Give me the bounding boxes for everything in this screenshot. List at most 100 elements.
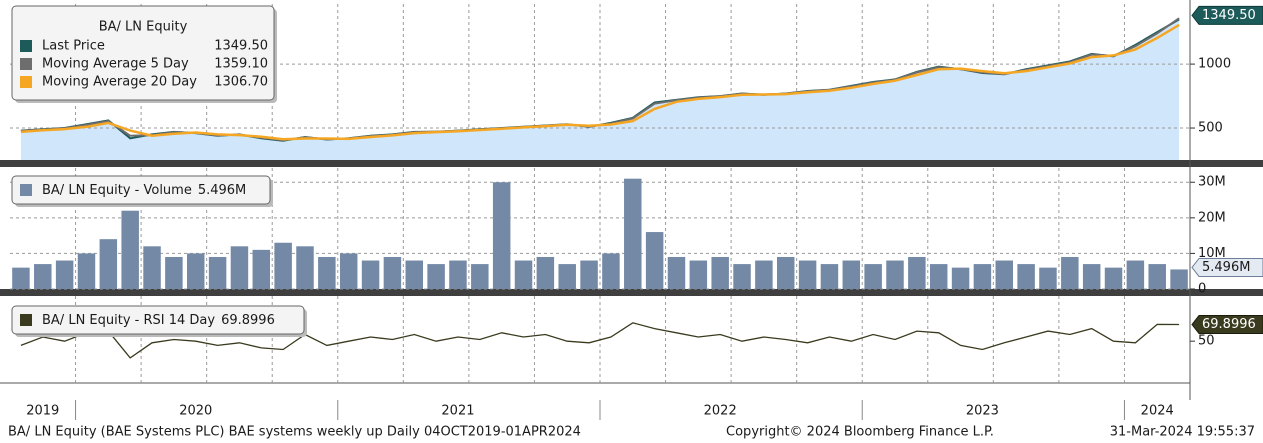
legend: [11, 305, 305, 335]
legend-swatch: [20, 314, 32, 326]
y-tick-label: 20M: [1198, 210, 1226, 225]
x-tick-label: 2021: [441, 404, 474, 419]
rsi-line: [20, 322, 1180, 359]
volume-bar: [886, 260, 904, 289]
series-line: [20, 23, 1180, 141]
legend-value: 1349.50: [214, 39, 268, 54]
volume-bar: [121, 210, 139, 289]
x-tick-label: 2020: [179, 404, 212, 419]
x-tick-label: 2023: [966, 404, 999, 419]
volume-bar: [296, 246, 314, 289]
volume-bar: [383, 256, 402, 289]
volume-bar: [689, 260, 708, 289]
value-badge: [1191, 315, 1263, 335]
legend-swatch: [20, 40, 32, 52]
volume-bar: [711, 256, 729, 289]
legend-value: 69.8996: [221, 313, 275, 328]
volume-bar: [405, 260, 423, 289]
volume-bar: [449, 260, 467, 289]
volume-bar: [995, 260, 1013, 289]
volume-bar: [842, 260, 861, 289]
volume-bar: [908, 256, 926, 289]
volume-bar: [471, 264, 489, 289]
legend-value: 1359.10: [214, 57, 268, 72]
value-badge-label: 1349.50: [1202, 8, 1256, 23]
legend: [11, 5, 275, 101]
y-tick-label: 10M: [1198, 246, 1226, 261]
volume-bar: [99, 239, 118, 289]
volume-bar: [230, 246, 249, 289]
volume-bar: [755, 260, 773, 289]
value-badge-label: 69.8996: [1202, 317, 1256, 332]
volume-bar: [602, 253, 620, 289]
volume-bar: [34, 264, 52, 289]
volume-bar: [1170, 269, 1188, 289]
legend-label: Moving Average 5 Day: [42, 57, 189, 72]
x-tick-label: 2022: [704, 404, 737, 419]
legend-name: BA/ LN Equity - Volume: [42, 183, 192, 198]
legend: [11, 175, 271, 205]
legend-value: 1306.70: [214, 75, 268, 90]
volume-bar: [798, 260, 817, 289]
volume-bar: [1126, 260, 1145, 289]
volume-bar: [580, 260, 598, 289]
volume-bar: [252, 249, 271, 289]
volume-bar: [1082, 264, 1101, 289]
legend-title: BA/ LN Equity: [99, 20, 188, 35]
legend-name: BA/ LN Equity - RSI 14 Day: [42, 313, 215, 328]
volume-bar: [274, 242, 292, 289]
volume-bar: [143, 246, 161, 289]
volume-bar: [1061, 256, 1079, 289]
volume-bar: [77, 253, 96, 289]
value-badge-label: 5.496M: [1202, 260, 1250, 275]
footer-center: Copyright© 2024 Bloomberg Finance L.P.: [726, 425, 994, 440]
panel-separator: [0, 289, 1263, 296]
volume-bar: [777, 256, 795, 289]
value-badge: [1191, 257, 1263, 277]
volume-bar: [514, 260, 533, 289]
volume-bar: [1148, 264, 1166, 289]
price-area: [20, 19, 1180, 161]
volume-bar: [536, 256, 555, 289]
volume-bar: [667, 256, 686, 289]
volume-bar: [492, 182, 511, 289]
legend-value: 5.496M: [198, 183, 246, 198]
legend-swatch: [20, 58, 32, 70]
volume-bar: [208, 256, 227, 289]
volume-bar: [12, 267, 30, 289]
volume-bar: [624, 178, 642, 289]
volume-bar: [1039, 267, 1057, 289]
y-tick-label: 50: [1198, 334, 1215, 349]
volume-bar: [820, 264, 839, 289]
y-tick-label: 500: [1198, 121, 1223, 136]
volume-bar: [733, 264, 751, 289]
legend-label: BA/ LN Equity - RSI 14 Day 69.8996: [42, 313, 275, 328]
volume-bar: [951, 267, 970, 289]
x-tick-label: 2019: [26, 404, 59, 419]
footer-right: 31-Mar-2024 19:55:37: [1110, 425, 1255, 440]
panel-separator: [0, 160, 1263, 167]
legend-label: BA/ LN Equity - Volume 5.496M: [42, 183, 246, 198]
volume-bar: [929, 264, 948, 289]
volume-bar: [864, 264, 882, 289]
legend-swatch: [20, 184, 32, 196]
volume-bar: [55, 260, 74, 289]
volume-bar: [165, 256, 183, 289]
y-tick-label: 30M: [1198, 175, 1226, 190]
legend-swatch: [20, 76, 32, 88]
volume-bar: [1017, 264, 1035, 289]
volume-bar: [973, 264, 992, 289]
footer-left: BA/ LN Equity (BAE Systems PLC) BAE syst…: [8, 425, 581, 440]
volume-bar: [339, 253, 358, 289]
legend-label: Moving Average 20 Day: [42, 75, 197, 90]
volume-bar: [187, 253, 205, 289]
volume-bar: [318, 256, 336, 289]
volume-bar: [645, 232, 664, 289]
x-tick-label: 2024: [1141, 404, 1174, 419]
volume-bar: [427, 264, 445, 289]
y-tick-label: 0: [1198, 282, 1206, 297]
legend-label: Last Price: [42, 39, 105, 54]
volume-bar: [361, 260, 380, 289]
volume-bar: [558, 264, 576, 289]
